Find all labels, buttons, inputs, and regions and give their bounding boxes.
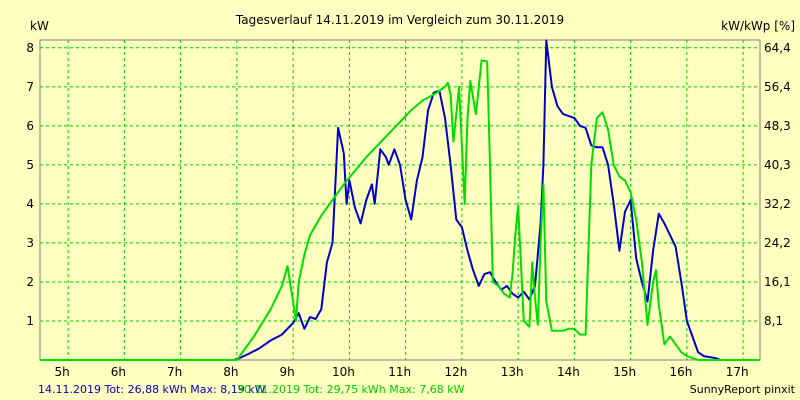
x-tick-label: 15h bbox=[613, 365, 636, 379]
x-tick-label: 12h bbox=[444, 365, 467, 379]
x-tick-label: 11h bbox=[388, 365, 411, 379]
y-left-tick-label: 4 bbox=[26, 197, 34, 211]
y-right-tick-label: 32,2 bbox=[764, 197, 791, 211]
y-left-axis-label: kW bbox=[30, 19, 49, 33]
y-right-tick-label: 16,1 bbox=[764, 275, 791, 289]
x-tick-label: 14h bbox=[557, 365, 580, 379]
y-left-tick-label: 1 bbox=[26, 314, 34, 328]
series-lines bbox=[40, 39, 760, 361]
x-tick-label: 5h bbox=[55, 365, 70, 379]
y-right-tick-label: 24,2 bbox=[764, 236, 791, 250]
y-left-tick-label: 3 bbox=[26, 236, 34, 250]
y-left-tick-label: 2 bbox=[26, 275, 34, 289]
chart-title: Tagesverlauf 14.11.2019 im Vergleich zum… bbox=[235, 13, 564, 27]
x-tick-label: 17h bbox=[726, 365, 749, 379]
plot-area bbox=[39, 39, 761, 361]
y-left-tick-label: 8 bbox=[26, 41, 34, 55]
y-right-tick-label: 40,3 bbox=[764, 158, 791, 172]
x-tick-label: 8h bbox=[223, 365, 238, 379]
x-tick-label: 10h bbox=[332, 365, 355, 379]
series-line-1 bbox=[40, 39, 760, 361]
series-line-2 bbox=[40, 59, 760, 361]
y-right-tick-label: 56,4 bbox=[764, 80, 791, 94]
x-tick-label: 6h bbox=[111, 365, 126, 379]
y-right-tick-label: 64,4 bbox=[764, 41, 791, 55]
y-left-tick-label: 6 bbox=[26, 119, 34, 133]
x-tick-label: 7h bbox=[167, 365, 182, 379]
legend-series-2: 30.11.2019 Tot: 29,75 kWh Max: 7,68 kW bbox=[237, 383, 465, 396]
credit-text: SunnyReport pinxit bbox=[690, 383, 796, 396]
y-left-tick-label: 5 bbox=[26, 158, 34, 172]
x-tick-label: 9h bbox=[280, 365, 295, 379]
x-tick-label: 16h bbox=[669, 365, 692, 379]
x-tick-label: 13h bbox=[501, 365, 524, 379]
axis-ticks: 5h 6h 7h 8h 9h 10h 11h 12h 13h 14h 15h 16h 17h 1 8,1 2 1… bbox=[26, 41, 790, 379]
grid-lines bbox=[40, 40, 760, 360]
legend-series-1: 14.11.2019 Tot: 26,88 kWh Max: 8,19 kW bbox=[38, 383, 266, 396]
y-right-axis-label: kW/kWp [%] bbox=[721, 19, 795, 33]
y-left-tick-label: 7 bbox=[26, 80, 34, 94]
y-right-tick-label: 48,3 bbox=[764, 119, 791, 133]
y-right-tick-label: 8,1 bbox=[764, 314, 783, 328]
